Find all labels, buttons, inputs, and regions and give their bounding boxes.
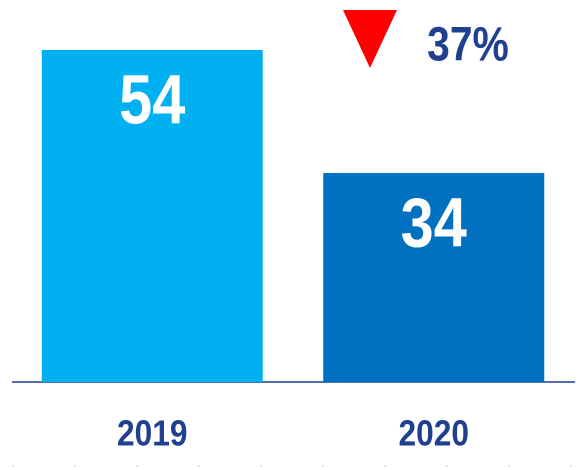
change-annotation: 37% [427,19,509,72]
data-label: 54 [119,60,185,139]
bar [323,172,545,382]
decrease-arrow [343,10,397,68]
x-tick-label: 2020 [399,414,469,454]
x-tick-label: 2019 [117,414,187,454]
data-label: 34 [401,183,467,262]
bar [41,50,263,382]
